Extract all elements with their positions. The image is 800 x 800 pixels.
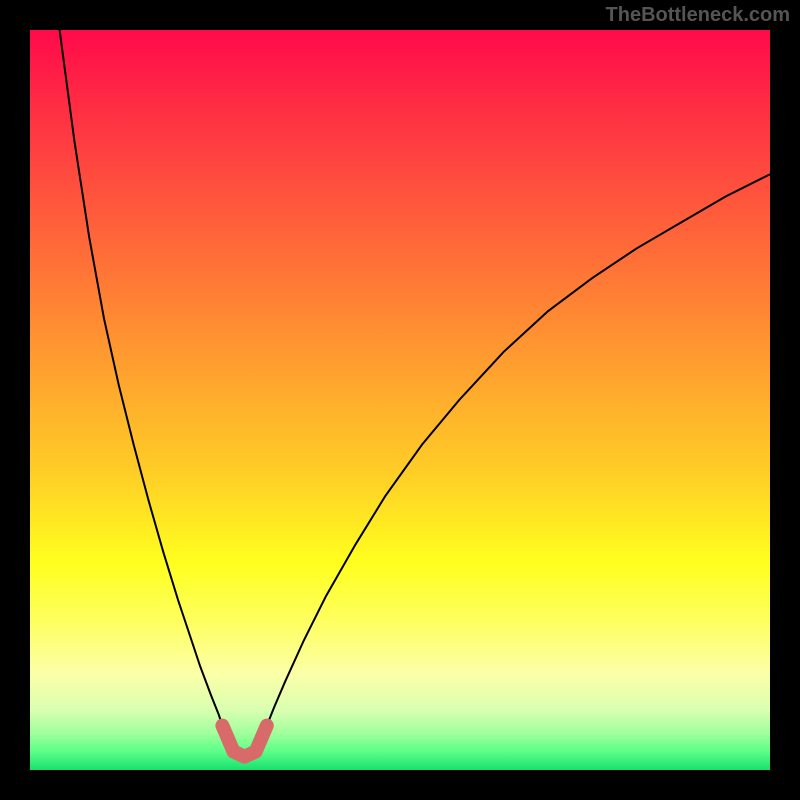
watermark-text: TheBottleneck.com — [606, 4, 790, 27]
plot-area — [30, 30, 770, 770]
chart-svg — [30, 30, 770, 770]
gradient-background — [30, 30, 770, 770]
